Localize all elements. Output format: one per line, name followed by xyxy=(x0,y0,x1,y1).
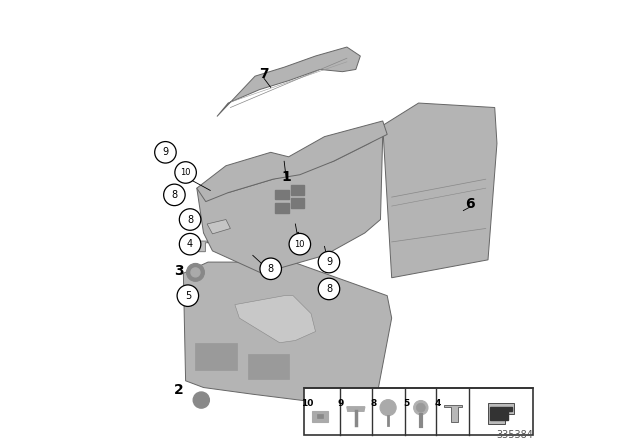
Polygon shape xyxy=(207,220,230,234)
Text: 1: 1 xyxy=(282,170,291,184)
Polygon shape xyxy=(444,405,461,422)
Circle shape xyxy=(318,278,340,300)
Polygon shape xyxy=(184,262,392,412)
Text: 5: 5 xyxy=(403,399,409,408)
Bar xyxy=(275,190,289,199)
Circle shape xyxy=(164,184,185,206)
Circle shape xyxy=(289,233,310,255)
Polygon shape xyxy=(488,403,513,424)
Bar xyxy=(317,414,323,418)
FancyBboxPatch shape xyxy=(305,388,533,435)
Polygon shape xyxy=(490,407,512,420)
Bar xyxy=(291,185,305,195)
Bar xyxy=(312,411,328,422)
Circle shape xyxy=(413,401,428,415)
Polygon shape xyxy=(197,121,387,202)
Text: 8: 8 xyxy=(172,190,177,200)
Polygon shape xyxy=(197,134,383,273)
Text: 8: 8 xyxy=(268,264,274,274)
Bar xyxy=(195,343,237,370)
Text: 8: 8 xyxy=(370,399,376,408)
Bar xyxy=(248,354,289,379)
Text: 6: 6 xyxy=(465,197,475,211)
Text: 2: 2 xyxy=(174,383,184,397)
Text: 5: 5 xyxy=(185,291,191,301)
Text: 10: 10 xyxy=(294,240,305,249)
Text: 8: 8 xyxy=(187,215,193,224)
Circle shape xyxy=(191,268,200,277)
Text: 4: 4 xyxy=(187,239,193,249)
Circle shape xyxy=(179,233,201,255)
Text: 8: 8 xyxy=(326,284,332,294)
Text: 10: 10 xyxy=(180,168,191,177)
Polygon shape xyxy=(194,241,208,252)
Text: 335384: 335384 xyxy=(496,430,533,440)
Text: 7: 7 xyxy=(259,67,269,81)
Bar xyxy=(291,198,305,208)
Text: 10: 10 xyxy=(301,399,314,408)
Circle shape xyxy=(177,285,198,306)
Circle shape xyxy=(416,403,426,412)
Polygon shape xyxy=(217,47,360,116)
Circle shape xyxy=(380,400,396,416)
Circle shape xyxy=(186,263,204,281)
Bar xyxy=(275,203,289,213)
Text: 4: 4 xyxy=(435,399,441,408)
Circle shape xyxy=(175,162,196,183)
Text: 9: 9 xyxy=(326,257,332,267)
Polygon shape xyxy=(347,407,365,411)
Text: 3: 3 xyxy=(174,264,184,278)
Polygon shape xyxy=(383,103,497,278)
Circle shape xyxy=(155,142,176,163)
Text: 9: 9 xyxy=(338,399,344,408)
Circle shape xyxy=(193,392,209,408)
Circle shape xyxy=(179,209,201,230)
Circle shape xyxy=(260,258,282,280)
Text: 9: 9 xyxy=(163,147,168,157)
Circle shape xyxy=(318,251,340,273)
Polygon shape xyxy=(235,296,316,343)
